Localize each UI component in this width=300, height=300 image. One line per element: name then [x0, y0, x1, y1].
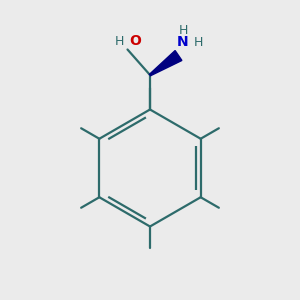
Text: N: N: [177, 35, 189, 49]
Text: H: H: [178, 23, 188, 37]
Text: O: O: [129, 34, 141, 48]
Polygon shape: [149, 50, 182, 76]
Text: H: H: [193, 35, 203, 49]
Text: H: H: [115, 34, 124, 48]
